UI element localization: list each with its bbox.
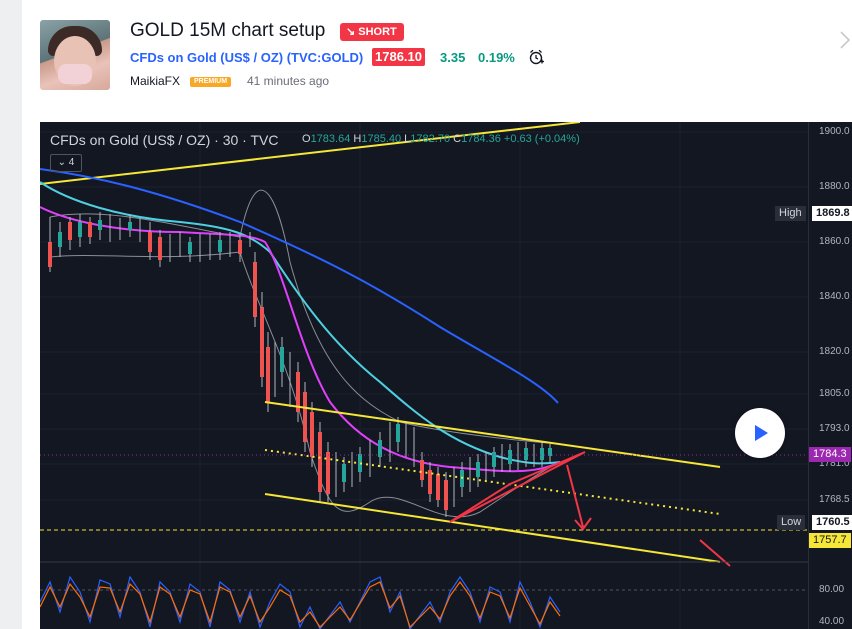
low-label: Low — [777, 515, 806, 530]
play-icon — [755, 425, 768, 441]
channel-mid-line — [264, 449, 721, 515]
short-badge: ↘ SHORT — [340, 23, 404, 41]
channel-bottom-line — [264, 493, 721, 563]
bollinger-lower — [49, 251, 561, 518]
axis-tick: 1860.0 — [819, 236, 850, 247]
high-label: High — [775, 206, 806, 221]
ohlc-values: O1783.64 H1785.40 L1782.70 C1784.36 +0.6… — [302, 133, 580, 145]
projection-arrow-1 — [566, 464, 592, 531]
high-value: 1869.8 — [812, 206, 852, 221]
chart-legend: CFDs on Gold (US$ / OZ) · 30 · TVC — [50, 132, 279, 148]
axis-tick: 1840.0 — [819, 291, 850, 302]
symbol-link[interactable]: CFDs on Gold (US$ / OZ) (TVC:GOLD) — [130, 50, 364, 65]
axis-tick: 1805.0 — [819, 388, 850, 399]
author-name[interactable]: MaikiaFX — [130, 74, 181, 88]
arrow-down-right-icon: ↘ — [346, 26, 356, 38]
last-price: 1786.10 — [372, 48, 425, 66]
indicators-toggle-button[interactable]: ⌄ 4 — [50, 154, 82, 172]
price-change-percent: 0.19% — [478, 50, 515, 65]
play-button[interactable] — [735, 408, 785, 458]
wedge-annotation — [449, 451, 586, 523]
idea-title[interactable]: GOLD 15M chart setup — [130, 20, 326, 41]
alarm-clock-icon[interactable] — [528, 48, 546, 66]
level-price-tag: 1757.7 — [809, 533, 851, 548]
publish-time: 41 minutes ago — [247, 74, 330, 88]
ema-slow-line — [40, 168, 559, 404]
price-axis[interactable]: 1900.0 1880.0 1860.0 1840.0 1820.0 1805.… — [808, 122, 852, 629]
axis-tick: 1768.5 — [819, 494, 850, 505]
candlesticks — [48, 212, 552, 517]
low-value: 1760.5 — [812, 515, 852, 530]
author-avatar[interactable] — [40, 20, 110, 90]
premium-badge: PREMIUM — [190, 77, 232, 87]
chart-area[interactable]: CFDs on Gold (US$ / OZ) · 30 · TVC O1783… — [40, 122, 852, 629]
price-change: 3.35 — [440, 50, 466, 65]
axis-tick: 40.00 — [819, 616, 845, 627]
axis-tick: 1880.0 — [819, 181, 850, 192]
axis-tick: 1820.0 — [819, 346, 850, 357]
axis-tick: 80.00 — [819, 584, 845, 595]
axis-tick: 1793.0 — [819, 423, 850, 434]
bollinger-upper — [49, 189, 561, 445]
current-price-tag: 1784.3 — [809, 447, 851, 462]
chevron-down-icon: ⌄ — [57, 157, 67, 168]
channel-top-line — [264, 401, 721, 468]
ema-mid-line — [40, 181, 561, 465]
stochastic-oscillator — [40, 561, 808, 629]
axis-tick: 1781.0 — [819, 458, 850, 469]
chevron-right-icon[interactable] — [838, 28, 852, 52]
ema-fast-line — [40, 206, 561, 473]
axis-tick: 1900.0 — [819, 126, 850, 137]
price-chart — [40, 122, 808, 629]
upper-trendline — [40, 122, 581, 185]
